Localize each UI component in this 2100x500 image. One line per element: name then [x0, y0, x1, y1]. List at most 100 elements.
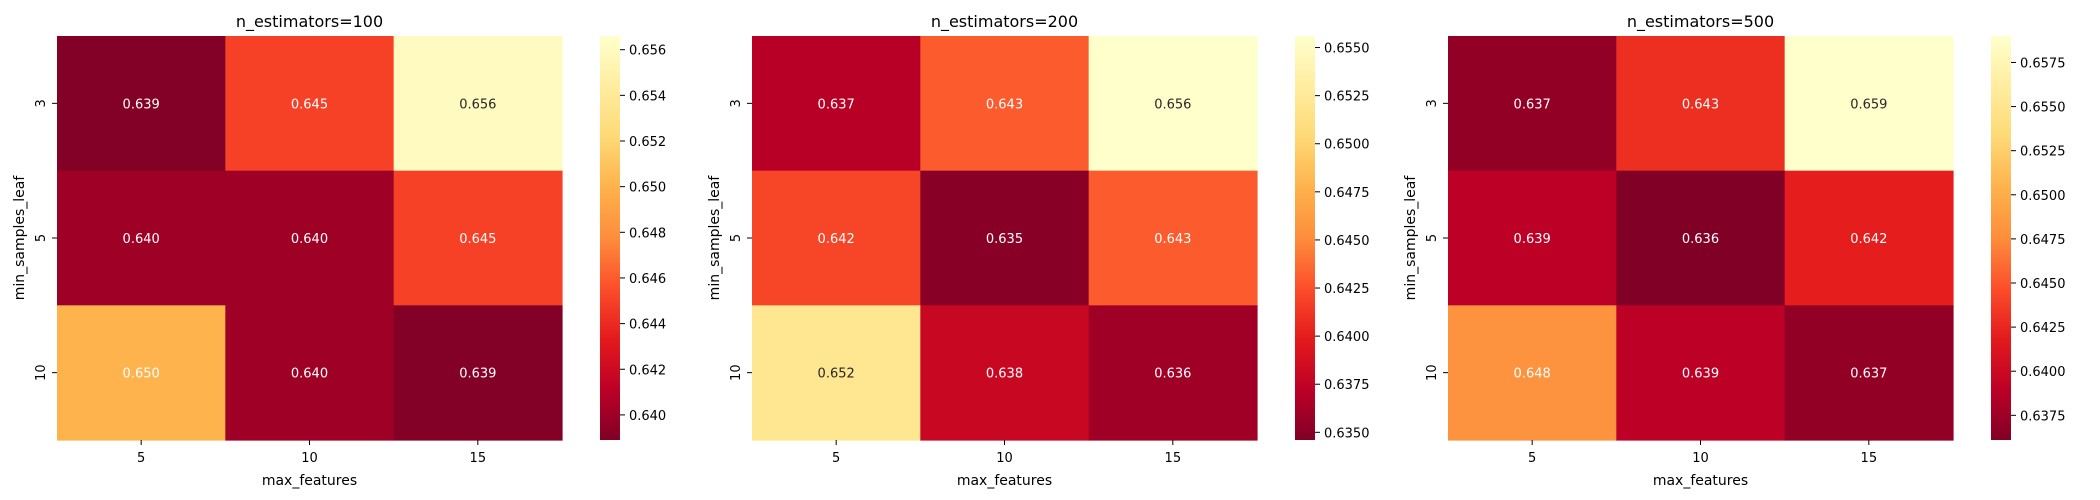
heatmap-cell — [57, 305, 226, 441]
heatmap-cell — [1784, 170, 1954, 306]
y-tick-label: 5 — [729, 234, 744, 242]
cell-value-label: 0.659 — [1850, 97, 1887, 112]
heatmap-cell — [920, 36, 1090, 172]
heatmap-cell — [1088, 305, 1258, 441]
heatmap-cell — [1784, 305, 1954, 441]
chart-title: n_estimators=100 — [236, 12, 383, 32]
cell-value-label: 0.640 — [291, 367, 328, 382]
x-tick-label: 10 — [996, 451, 1013, 466]
heatmap-cell — [393, 305, 563, 441]
x-tick-label: 10 — [1692, 451, 1709, 466]
cell-value-label: 0.638 — [986, 367, 1023, 382]
chart-title: n_estimators=500 — [1627, 12, 1774, 32]
y-tick-label: 3 — [729, 99, 744, 107]
x-tick-label: 5 — [1528, 451, 1536, 466]
cell-value-label: 0.639 — [459, 367, 496, 382]
colorbar-tick-label: 0.646 — [629, 272, 666, 287]
x-tick-label: 5 — [137, 451, 145, 466]
colorbar-tick-label: 0.6450 — [1324, 234, 1370, 249]
cell-value-label: 0.656 — [459, 97, 496, 112]
heatmap-cell — [1448, 170, 1617, 306]
heatmap-cell — [393, 36, 563, 172]
cell-value-label: 0.650 — [123, 367, 160, 382]
cell-value-label: 0.639 — [1682, 367, 1719, 382]
cell-value-label: 0.645 — [291, 97, 328, 112]
colorbar-gradient — [599, 36, 620, 441]
heatmap-cell — [57, 170, 226, 306]
colorbar-tick-label: 0.6550 — [1324, 42, 1370, 57]
heatmap-cell — [57, 36, 226, 172]
colorbar-tick-label: 0.644 — [629, 318, 666, 333]
cell-value-label: 0.652 — [818, 367, 855, 382]
colorbar-gradient — [1990, 36, 2011, 441]
colorbar-tick-label: 0.652 — [629, 135, 666, 150]
y-axis-label: min_samples_leaf — [707, 175, 723, 301]
heatmap-cell — [752, 36, 921, 172]
heatmap-cell — [1088, 36, 1258, 172]
heatmap-cell — [1088, 170, 1258, 306]
x-tick-label: 5 — [832, 451, 840, 466]
heatmap-cell — [752, 170, 921, 306]
cell-value-label: 0.639 — [123, 97, 160, 112]
x-tick-label: 15 — [470, 451, 487, 466]
colorbar-tick-label: 0.6475 — [1324, 186, 1370, 201]
x-axis-label: max_features — [957, 473, 1052, 489]
colorbar-tick-label: 0.656 — [629, 44, 666, 59]
colorbar-tick-label: 0.6500 — [2020, 189, 2066, 204]
colorbar-tick-label: 0.6375 — [1324, 378, 1370, 393]
heatmap-cell — [1616, 36, 1786, 172]
cell-value-label: 0.648 — [1514, 367, 1551, 382]
x-tick-label: 10 — [301, 451, 318, 466]
heatmap-cell — [1616, 170, 1786, 306]
colorbar-tick-label: 0.650 — [629, 181, 666, 196]
y-tick-label: 10 — [1425, 364, 1440, 381]
colorbar: 0.6350 0.6375 0.6400 0.6425 0.6450 0.6475 0.65… — [1294, 36, 1370, 441]
y-axis-label: min_samples_leaf — [1403, 175, 1419, 301]
colorbar-tick-label: 0.6400 — [1324, 330, 1370, 345]
y-tick-label: 10 — [729, 364, 744, 381]
y-tick-label: 5 — [1425, 234, 1440, 242]
cell-value-label: 0.642 — [818, 232, 855, 247]
colorbar-tick-label: 0.6425 — [2020, 321, 2066, 336]
heatmap-cells: 0.639 0.645 0.656 0.640 0.640 0.645 0.650 0.640… — [57, 36, 563, 441]
heatmap-cell — [1448, 305, 1617, 441]
heatmap-cells: 0.637 0.643 0.656 0.642 0.635 0.643 0.652 0.638… — [752, 36, 1258, 441]
heatmap-cell — [225, 36, 395, 172]
colorbar-tick-label: 0.642 — [629, 363, 666, 378]
heatmap-panel: n_estimators=500 0.637 0.643 0.659 0.639 0.63… — [1403, 12, 2065, 489]
colorbar-tick-label: 0.654 — [629, 89, 666, 104]
x-axis-label: max_features — [1653, 473, 1748, 489]
colorbar-tick-label: 0.6525 — [1324, 90, 1370, 105]
colorbar-tick-label: 0.6475 — [2020, 233, 2066, 248]
heatmap-cell — [1448, 36, 1617, 172]
heatmap-cell — [1616, 305, 1786, 441]
heatmap-cells: 0.637 0.643 0.659 0.639 0.636 0.642 0.648 0.639… — [1448, 36, 1954, 441]
y-tick-label: 10 — [34, 364, 49, 381]
colorbar-tick-label: 0.6500 — [1324, 138, 1370, 153]
heatmap-cell — [225, 170, 395, 306]
colorbar: 0.640 0.642 0.644 0.646 0.648 0.650 0.652 0.654… — [599, 36, 666, 441]
cell-value-label: 0.640 — [291, 232, 328, 247]
colorbar-tick-label: 0.648 — [629, 226, 666, 241]
colorbar-tick-label: 0.6550 — [2020, 101, 2066, 116]
cell-value-label: 0.635 — [986, 232, 1023, 247]
heatmap-cell — [920, 305, 1090, 441]
y-axis-label: min_samples_leaf — [12, 175, 28, 301]
cell-value-label: 0.639 — [1514, 232, 1551, 247]
cell-value-label: 0.637 — [1514, 97, 1551, 112]
colorbar-tick-label: 0.6575 — [2020, 56, 2066, 71]
heatmap-cell — [225, 305, 395, 441]
colorbar: 0.6375 0.6400 0.6425 0.6450 0.6475 0.6500 0.65… — [1990, 36, 2066, 441]
colorbar-tick-label: 0.6400 — [2020, 365, 2066, 380]
cell-value-label: 0.645 — [459, 232, 496, 247]
cell-value-label: 0.643 — [1682, 97, 1719, 112]
cell-value-label: 0.636 — [1154, 367, 1191, 382]
y-tick-label: 5 — [34, 234, 49, 242]
cell-value-label: 0.636 — [1682, 232, 1719, 247]
colorbar-tick-label: 0.6350 — [1324, 426, 1370, 441]
heatmap-panel: n_estimators=100 0.639 0.645 0.656 0.640 0.64… — [12, 12, 666, 489]
cell-value-label: 0.643 — [986, 97, 1023, 112]
cell-value-label: 0.656 — [1154, 97, 1191, 112]
